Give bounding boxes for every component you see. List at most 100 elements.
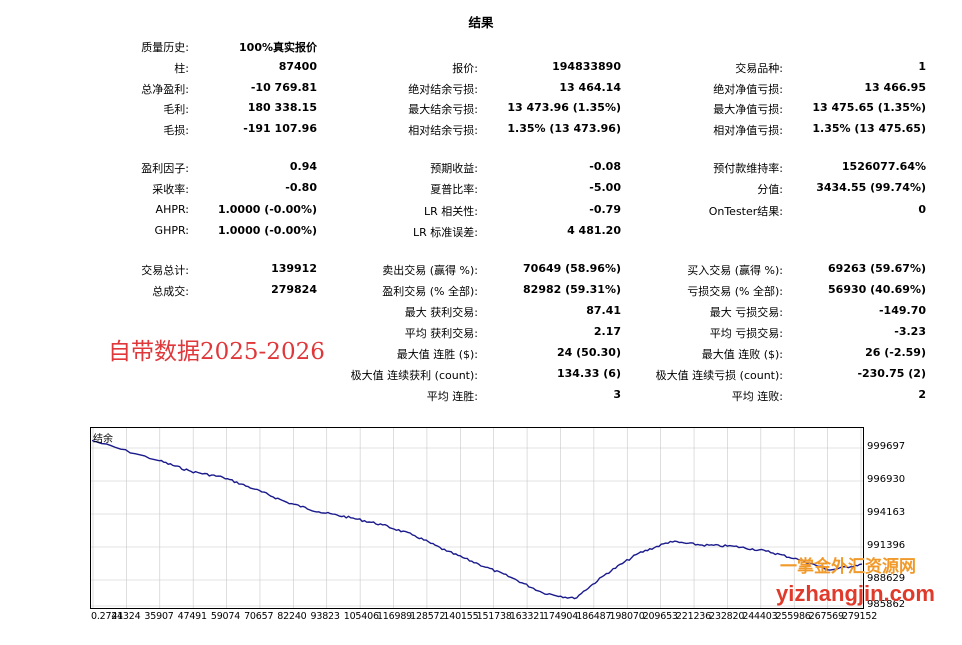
stat-label: 卖出交易 (赢得 %):: [382, 264, 478, 277]
stat-value: 3434.55 (99.74%): [816, 181, 926, 194]
stat-value: 139912: [271, 262, 317, 275]
x-tick-label: 116989: [376, 611, 413, 622]
x-tick-label: 186487: [576, 611, 612, 622]
stat-label: 总净盈利:: [141, 83, 189, 96]
stat-label: 毛损:: [163, 124, 189, 137]
x-tick-label: 59074: [210, 611, 241, 622]
x-tick-label: 198070: [609, 611, 645, 622]
stat-label: 交易总计:: [141, 264, 189, 277]
stat-label: OnTester结果:: [708, 205, 783, 218]
stat-value: 24 (50.30): [557, 346, 621, 359]
x-tick-label: 128572: [410, 611, 446, 622]
stat-value: 82982 (59.31%): [523, 283, 621, 296]
stat-label: 交易品种:: [735, 62, 783, 75]
stat-value: 69263 (59.67%): [828, 262, 926, 275]
stat-value: 1.0000 (-0.00%): [217, 203, 317, 216]
x-tick-label: 232820: [709, 611, 745, 622]
y-tick-label: 996930: [867, 474, 906, 485]
stat-value: 134.33 (6): [557, 367, 621, 380]
stat-label: 夏普比率:: [430, 183, 478, 196]
x-tick-label: 267569: [808, 611, 844, 622]
x-tick-label: 174904: [543, 611, 579, 622]
stat-label: 绝对净值亏损:: [713, 83, 783, 96]
stat-label: 总成交:: [152, 285, 189, 298]
x-tick-label: 105406: [343, 611, 379, 622]
x-tick-label: 209653: [642, 611, 678, 622]
stat-label: 亏损交易 (% 全部):: [687, 285, 783, 298]
stat-value: 194833890: [552, 60, 621, 73]
stat-value: 26 (-2.59): [865, 346, 926, 359]
stat-value: 1.35% (13 473.96): [507, 122, 621, 135]
x-tick-label: 82240: [277, 611, 307, 622]
stat-label: 分值:: [757, 183, 783, 196]
stat-label: 采收率:: [152, 183, 189, 196]
stat-label: AHPR:: [155, 203, 189, 216]
stat-value: 180 338.15: [247, 101, 317, 114]
stat-value: -191 107.96: [243, 122, 317, 135]
balance-chart: [90, 427, 864, 609]
stat-value: -149.70: [878, 304, 926, 317]
watermark-site-url: yizhangjin.com: [776, 581, 935, 606]
stat-value: -5.00: [589, 181, 621, 194]
x-tick-label: 244403: [742, 611, 778, 622]
x-tick-label: 255986: [775, 611, 811, 622]
stat-value: -0.79: [589, 203, 621, 216]
stat-label: 极大值 连续亏损 (count):: [655, 369, 783, 382]
stat-label: 绝对结余亏损:: [408, 83, 478, 96]
y-tick-label: 991396: [867, 540, 906, 551]
x-tick-label: 221236: [675, 611, 711, 622]
stat-label: 平均 连胜:: [426, 390, 478, 403]
stat-label: 盈利因子:: [141, 162, 189, 175]
stat-label: 平均 获利交易:: [404, 327, 478, 340]
y-tick-label: 985862: [867, 599, 906, 610]
stat-label: 买入交易 (赢得 %):: [687, 264, 783, 277]
x-tick-label: 93823: [310, 611, 340, 622]
stat-label: 质量历史:: [141, 41, 189, 54]
x-tick-label: 70657: [244, 611, 274, 622]
stat-value: 2: [918, 388, 926, 401]
x-tick-label: 163321: [509, 611, 545, 622]
stat-label: 最大 获利交易:: [404, 306, 478, 319]
stat-label: 报价:: [452, 62, 478, 75]
chart-title: 结余: [93, 434, 113, 445]
stat-label: 预付款维持率:: [713, 162, 783, 175]
stat-value: 2.17: [593, 325, 621, 338]
stat-label: 最大值 连胜 ($):: [396, 348, 478, 361]
y-tick-label: 988629: [867, 573, 906, 584]
stat-value: 56930 (40.69%): [828, 283, 926, 296]
stat-label: 最大结余亏损:: [408, 103, 478, 116]
stat-label: 最大净值亏损:: [713, 103, 783, 116]
stat-value: 87400: [278, 60, 317, 73]
stat-value: 100%真实报价: [239, 41, 317, 54]
report-title: 结果: [468, 15, 494, 30]
stat-value: 13 464.14: [559, 81, 621, 94]
stat-value: 0: [918, 203, 926, 216]
x-tick-label: 140155: [443, 611, 479, 622]
stat-value: 1.0000 (-0.00%): [217, 224, 317, 237]
stat-label: 最大值 连败 ($):: [701, 348, 783, 361]
stat-value: -230.75 (2): [857, 367, 926, 380]
stat-label: 盈利交易 (% 全部):: [382, 285, 478, 298]
stat-value: 70649 (58.96%): [523, 262, 621, 275]
x-tick-label: 24324: [111, 611, 141, 622]
stat-label: LR 相关性:: [424, 205, 478, 218]
stat-value: -3.23: [894, 325, 926, 338]
stat-label: 最大 亏损交易:: [709, 306, 783, 319]
stat-label: 柱:: [174, 62, 189, 75]
x-tick-label: 151738: [476, 611, 512, 622]
x-tick-label: 35907: [144, 611, 174, 622]
x-tick-label: 0.2741: [91, 611, 124, 622]
y-tick-label: 994163: [867, 507, 906, 518]
stat-label: 毛利:: [163, 103, 189, 116]
stat-value: -0.80: [285, 181, 317, 194]
stat-value: 0.94: [289, 160, 317, 173]
stat-label: LR 标准误差:: [413, 226, 478, 239]
y-tick-label: 999697: [867, 441, 906, 452]
stat-value: 13 475.65 (1.35%): [812, 101, 926, 114]
stat-label: 预期收益:: [430, 162, 478, 175]
stat-value: -0.08: [589, 160, 621, 173]
stat-value: -10 769.81: [250, 81, 317, 94]
stat-label: 相对净值亏损:: [713, 124, 783, 137]
stat-label: 相对结余亏损:: [408, 124, 478, 137]
watermark-site-name: 一掌金外汇资源网: [780, 557, 916, 577]
